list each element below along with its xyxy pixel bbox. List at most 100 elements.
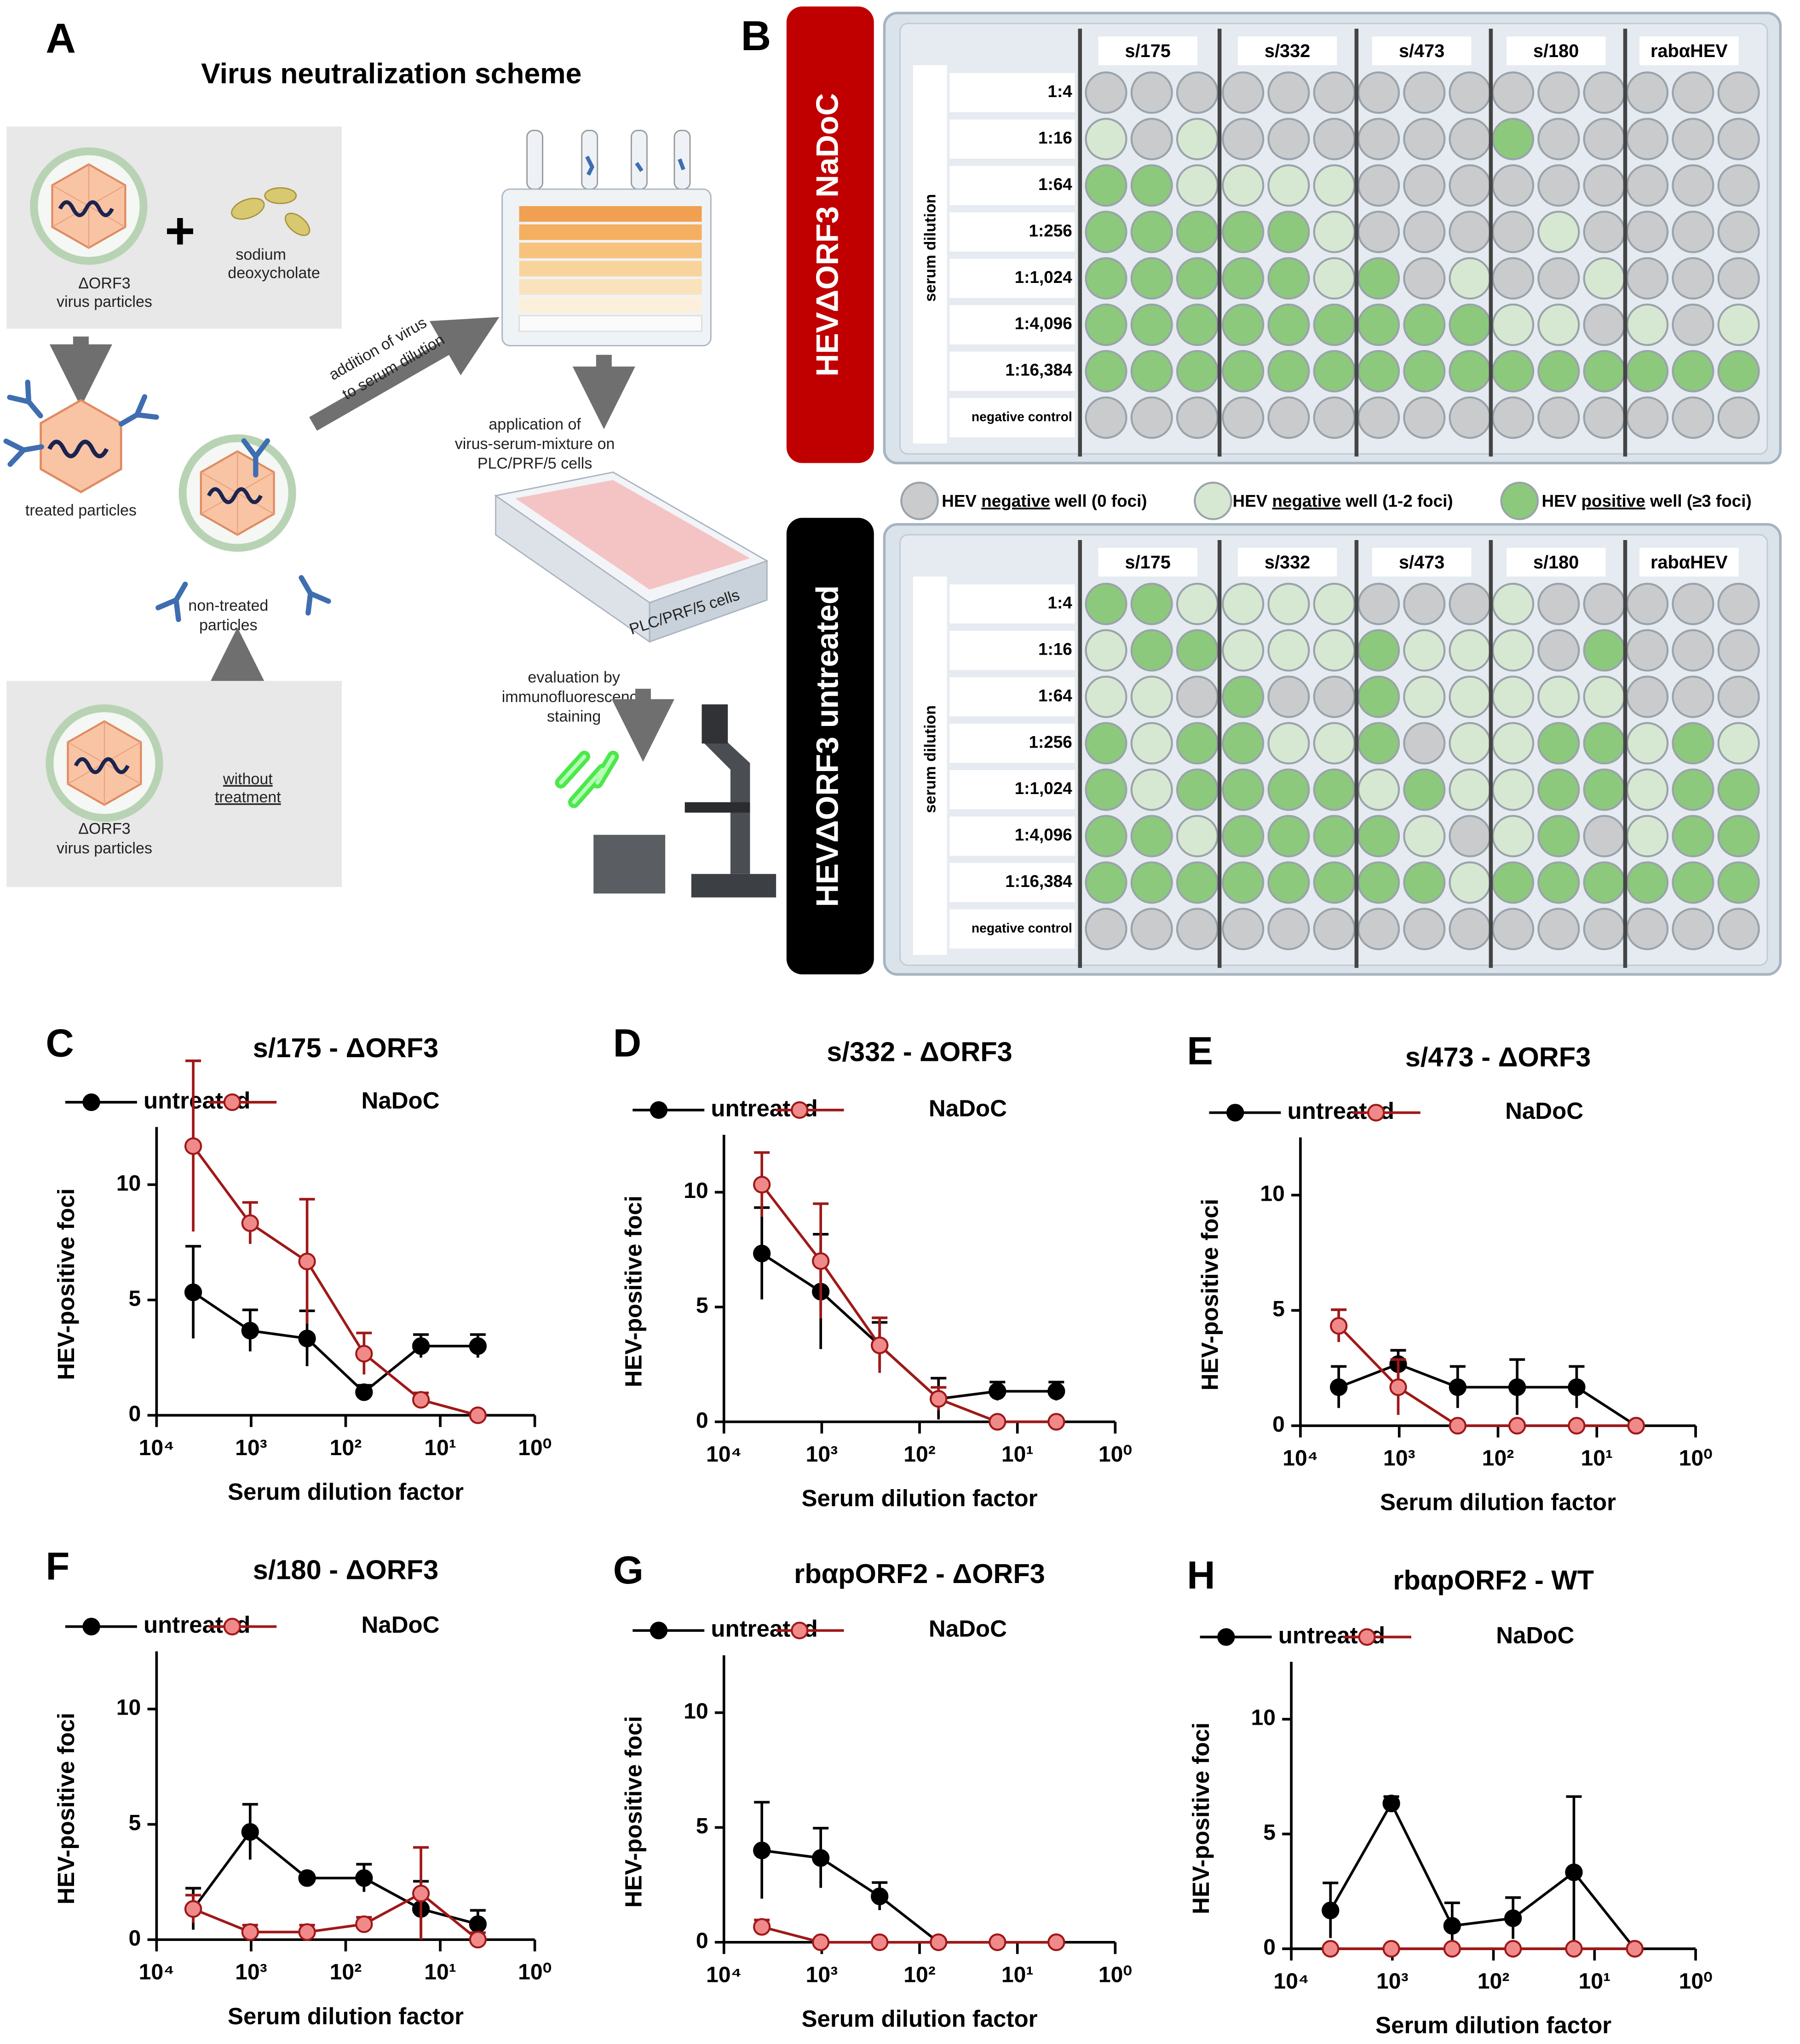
label: treatment [215,789,281,806]
row-label-box [949,677,1075,717]
row-label-box [949,305,1075,345]
row-label: 1:256 [1029,732,1072,751]
well [1403,396,1446,439]
x-tick-label: 10⁴ [139,1435,174,1460]
reagent-icon [231,187,311,236]
well [1357,861,1400,904]
well [1130,675,1173,718]
row-label-box [949,119,1075,159]
well [1583,118,1626,161]
well [1717,350,1760,393]
antibody [291,572,328,613]
well [1313,582,1356,625]
well [1403,164,1446,207]
well [1672,768,1714,811]
y-tick-label: 5 [696,1814,708,1838]
well [1222,722,1265,765]
row-label: 1:1,024 [1015,779,1072,798]
well [1583,303,1626,346]
well [1537,675,1580,718]
well [1403,861,1446,904]
plate: HEVΔORF3 untreated serum dilution s/175 s/3… [786,518,1782,976]
legend-swatch [1500,481,1539,520]
well [1626,71,1669,114]
y-tick-label: 0 [696,1408,708,1433]
panel-letter: G [613,1549,644,1592]
well [1626,396,1669,439]
well [1176,861,1219,904]
plate-label-box [786,518,874,975]
well [1357,118,1400,161]
well [1267,164,1310,207]
well [1222,350,1265,393]
x-tick-label: 10⁰ [1679,1445,1713,1470]
well [1130,629,1173,672]
panel-letter: E [1187,1029,1213,1073]
plate: HEVΔORF3 NaDoC serum dilution s/175 s/332 s/… [786,6,1782,465]
data-point [298,1252,316,1271]
well [1357,164,1400,207]
well [1717,257,1760,300]
well [1626,722,1669,765]
well [1403,908,1446,950]
data-point [412,1391,430,1409]
well [1672,71,1714,114]
data-point [355,1869,373,1887]
well [1357,908,1400,950]
series-line [192,1291,478,1394]
well [1717,582,1760,625]
data-point [1568,1378,1586,1396]
well [1222,303,1265,346]
row-label-box [949,631,1075,670]
data-point [1322,1940,1340,1958]
column-label-box [1098,36,1197,65]
well [1176,908,1219,950]
data-point [871,1933,889,1951]
row-label-box [949,770,1075,810]
data-point [355,1345,373,1363]
well [1537,118,1580,161]
label: virus particles [57,293,152,311]
y-tick-label: 5 [696,1293,708,1318]
well [1626,257,1669,300]
well [1717,303,1760,346]
well [1357,350,1400,393]
well [1492,396,1535,439]
well [1537,815,1580,858]
x-tick-label: 10² [903,1442,936,1467]
well [1672,582,1714,625]
column-label-box [1237,36,1337,65]
x-tick-label: 10² [330,1435,362,1460]
well [1672,722,1714,765]
well [1357,675,1400,718]
data-point [1508,1416,1526,1435]
well [1403,303,1446,346]
x-tick-label: 10⁰ [1679,1969,1713,1993]
well [1537,768,1580,811]
well [1583,861,1626,904]
well [1449,768,1491,811]
well [1403,722,1446,765]
x-axis-label: Serum dilution factor [228,2003,464,2029]
legend-marker [791,1101,809,1119]
well [1492,350,1535,393]
well [1672,675,1714,718]
label: application of [489,415,581,433]
label: immunofluorescence [502,688,646,706]
data-point [1443,1917,1461,1935]
x-tick-label: 10³ [806,1442,838,1467]
virus-icon [183,438,292,548]
x-tick-label: 10³ [235,1960,267,1985]
well [1085,629,1127,672]
well [1672,908,1714,950]
data-point [184,1137,202,1155]
well [1085,350,1127,393]
x-tick-label: 10² [1482,1445,1514,1470]
well [1717,118,1760,161]
legend-text: HEV [1233,491,1272,510]
well [1130,722,1173,765]
data-point [469,1915,487,1933]
well [1085,257,1127,300]
